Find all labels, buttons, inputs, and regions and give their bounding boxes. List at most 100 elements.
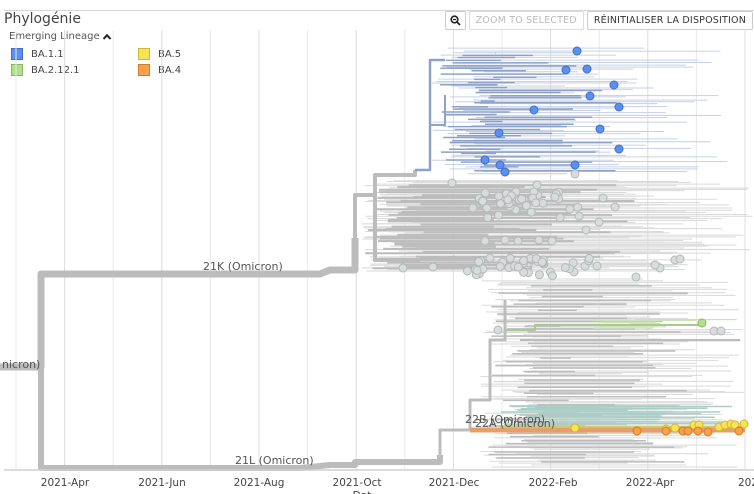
tip-node [493, 210, 503, 220]
tip-node [519, 256, 529, 266]
reset-layout-button[interactable]: RÉINITIALISER LA DISPOSITION [586, 11, 753, 30]
tip-node [574, 211, 584, 221]
branch-ba-1-1 [415, 58, 445, 172]
legend-item-ba-1-1[interactable]: BA.1.1 [11, 48, 64, 60]
clade-label-root: nicron) [2, 358, 40, 371]
legend-item-ba-5[interactable]: BA.5 [138, 48, 181, 60]
legend-swatch [11, 64, 23, 76]
tip-node [594, 217, 604, 227]
tip-node [675, 254, 685, 264]
tip-node [584, 254, 594, 264]
tip-node-ba-4 [703, 427, 713, 437]
background-branches [361, 47, 753, 468]
branch-root-21k [0, 238, 359, 371]
tip-node [495, 199, 505, 209]
branch-21k-inner [353, 170, 417, 238]
panel-top-rule [4, 10, 754, 11]
legend-swatch [138, 48, 150, 60]
tip-node-ba-1-1 [614, 102, 624, 112]
tip-node [570, 169, 580, 179]
legend-swatch [11, 48, 23, 60]
tip-node [550, 192, 560, 202]
tip-node [494, 191, 504, 201]
tip-node-ba-5 [570, 423, 580, 433]
tip-nodes[interactable] [398, 46, 749, 437]
tip-node [610, 202, 620, 212]
tip-node [534, 235, 544, 245]
tip-node [517, 194, 527, 204]
x-tick-label: 2022-Feb [528, 477, 577, 489]
tip-node [428, 262, 438, 272]
tip-node-ba-1-1 [595, 124, 605, 134]
x-tick-label: 2021-Oct [333, 477, 382, 489]
emerging-lineage-toggle[interactable]: Emerging Lineage [9, 31, 112, 42]
legend-item-ba-4[interactable]: BA.4 [138, 64, 181, 76]
tip-node [513, 262, 523, 272]
tip-node [592, 261, 602, 271]
tip-node-ba-1-1 [572, 46, 582, 56]
legend-label: BA.5 [158, 48, 182, 60]
tip-node-ba-4 [632, 426, 642, 436]
tip-node [547, 271, 557, 281]
legend-item-ba-2-12-1[interactable]: BA.2.12.1 [11, 64, 80, 76]
tip-node-ba-1-1 [585, 91, 595, 101]
zoom-to-selected-button[interactable]: ZOOM TO SELECTED [468, 11, 584, 30]
x-tick-label: 2021-Aug [234, 477, 285, 489]
x-axis: 2021-Apr 2021-Jun 2021-Aug 2021-Oct 2021… [41, 477, 754, 494]
tip-node [537, 257, 547, 267]
tip-node [521, 201, 531, 211]
tip-node-ba-1-1 [570, 160, 580, 170]
clade-label-22b: 22B (Omicron) [465, 413, 545, 426]
branch-21k-inner [373, 195, 420, 262]
legend-label: BA.1.1 [31, 48, 64, 60]
tip-node [493, 325, 503, 335]
branch-21l [38, 367, 443, 471]
legend-label: BA.4 [158, 64, 182, 76]
tip-node [716, 326, 726, 336]
tip-node [560, 263, 570, 273]
tip-node-ba-1-1 [500, 167, 510, 177]
tip-node [526, 207, 536, 217]
tip-node [462, 266, 472, 276]
tip-node [478, 196, 488, 206]
zoom-out-magnifier-icon [449, 15, 461, 26]
zoom-out-button[interactable] [444, 11, 466, 30]
tip-node [650, 260, 660, 270]
x-tick-label: 2022-Apr [626, 477, 675, 489]
tip-node-ba-1-1 [494, 128, 504, 138]
tip-node-ba-1-1 [582, 64, 592, 74]
tip-node [531, 198, 541, 208]
clade-label-21k: 21K (Omicron) [203, 260, 283, 273]
x-tick-label: 2021-Dec [429, 477, 480, 489]
tip-node-ba-1-1 [529, 105, 539, 115]
tip-node-ba-4 [693, 426, 703, 436]
panel-title: Phylogénie [4, 11, 81, 27]
tip-node-ba-2-12-1 [697, 318, 707, 328]
tip-node [565, 204, 575, 214]
tip-node [482, 203, 492, 213]
x-axis-title: Dat [353, 490, 372, 494]
tip-node [447, 178, 457, 188]
tip-node-ba-4 [661, 426, 671, 436]
tip-node-ba-1-1 [609, 80, 619, 90]
tip-node [500, 235, 510, 245]
tip-node [547, 236, 557, 246]
tip-node-ba-1-1 [480, 155, 490, 165]
branch-ba-2-12-1 [505, 324, 700, 331]
branch-21l-inner [438, 300, 507, 455]
tip-node-ba-1-1 [495, 160, 505, 170]
tip-node [468, 203, 478, 213]
tip-node [483, 213, 493, 223]
tip-node [495, 261, 505, 271]
tip-node-ba-1-1 [561, 65, 571, 75]
tip-node [474, 257, 484, 267]
tip-node [555, 213, 565, 223]
tree-toolbar: ZOOM TO SELECTED RÉINITIALISER LA DISPOS… [444, 11, 753, 30]
tip-node [534, 270, 544, 280]
tip-node [513, 236, 523, 246]
tip-node [505, 253, 515, 263]
x-tick-label: 2021-Apr [41, 477, 90, 489]
tip-node [573, 202, 583, 212]
tip-node-ba-1-1 [614, 144, 624, 154]
